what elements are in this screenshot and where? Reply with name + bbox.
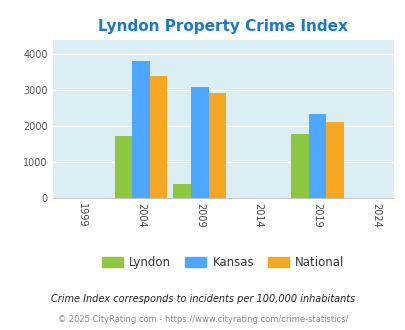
Bar [190, 87, 208, 198]
Bar [290, 134, 308, 198]
Bar [173, 184, 190, 198]
Legend: Lyndon, Kansas, National: Lyndon, Kansas, National [97, 251, 349, 274]
Bar [149, 76, 167, 198]
Text: © 2025 CityRating.com - https://www.cityrating.com/crime-statistics/: © 2025 CityRating.com - https://www.city… [58, 315, 347, 324]
Bar [325, 122, 343, 198]
Bar [114, 136, 132, 198]
Bar [132, 61, 149, 198]
Bar [308, 114, 325, 198]
Title: Lyndon Property Crime Index: Lyndon Property Crime Index [98, 19, 347, 34]
Text: Crime Index corresponds to incidents per 100,000 inhabitants: Crime Index corresponds to incidents per… [51, 294, 354, 304]
Bar [208, 93, 226, 198]
